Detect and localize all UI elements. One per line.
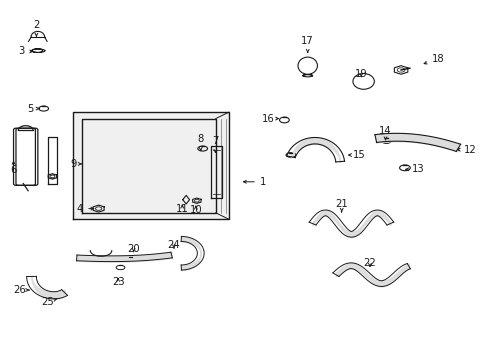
Text: 10: 10 bbox=[189, 204, 202, 215]
Text: 19: 19 bbox=[354, 68, 367, 78]
Text: 13: 13 bbox=[405, 164, 424, 174]
Text: 5: 5 bbox=[27, 104, 40, 113]
Text: 3: 3 bbox=[19, 46, 33, 57]
Text: 14: 14 bbox=[378, 126, 391, 140]
Text: 26: 26 bbox=[14, 285, 29, 295]
Text: 25: 25 bbox=[41, 297, 57, 307]
Text: 9: 9 bbox=[70, 159, 82, 169]
Text: 8: 8 bbox=[197, 134, 203, 150]
Text: 23: 23 bbox=[112, 277, 124, 287]
Text: 6: 6 bbox=[10, 161, 17, 175]
Text: 4: 4 bbox=[77, 203, 94, 213]
Text: 11: 11 bbox=[176, 203, 188, 213]
Text: 17: 17 bbox=[301, 36, 313, 52]
Text: 21: 21 bbox=[335, 199, 347, 212]
Bar bbox=[73, 112, 228, 219]
Text: 15: 15 bbox=[348, 150, 365, 160]
Text: 2: 2 bbox=[33, 19, 40, 36]
Text: 24: 24 bbox=[167, 240, 180, 250]
Text: 22: 22 bbox=[363, 258, 376, 268]
Text: 1: 1 bbox=[243, 177, 265, 187]
Text: 20: 20 bbox=[127, 244, 140, 253]
Text: 18: 18 bbox=[423, 54, 444, 64]
Text: 16: 16 bbox=[261, 113, 278, 123]
Text: 12: 12 bbox=[456, 145, 476, 155]
Text: 7: 7 bbox=[212, 136, 218, 152]
